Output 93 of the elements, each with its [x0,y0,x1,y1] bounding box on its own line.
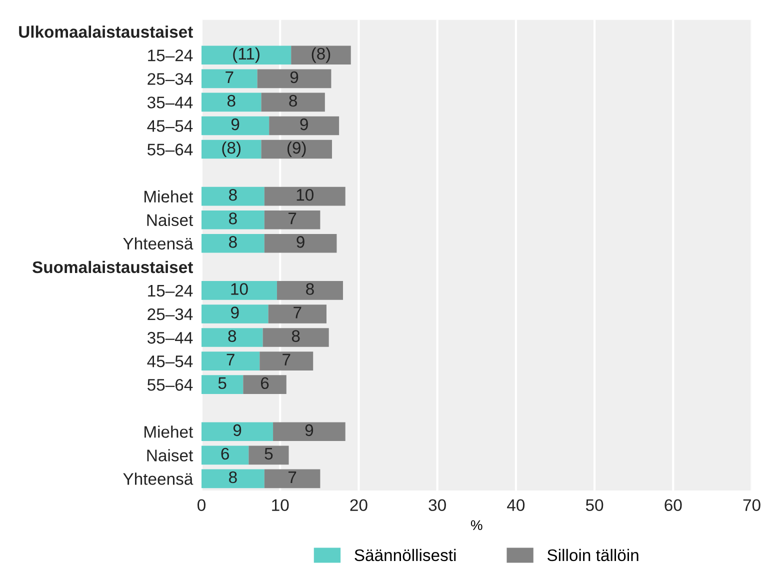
bar [260,352,314,370]
data-label: 5 [218,377,226,390]
data-label: (9) [287,141,306,158]
y-tick-label: Yhteensä [123,237,194,250]
y-tick-label: Miehet [144,190,194,203]
data-label: 7 [294,306,302,318]
bar [276,281,343,300]
data-label: 7 [288,472,296,483]
bar [202,116,270,136]
data-label: 7 [226,72,234,83]
y-tick-label: 55–64 [147,378,193,391]
x-tick-label: 20 [350,499,368,512]
data-label: 6 [221,448,229,460]
y-tick-label: Ulkomaalaistaustaiset [19,26,193,38]
legend-label: Säännöllisesti [354,548,456,562]
data-label: 9 [290,71,298,84]
bar [264,469,320,488]
y-tick-label: 45–54 [147,356,193,368]
data-label: 9 [296,236,304,248]
bar [202,422,274,442]
bar [291,46,351,65]
x-tick-label: 40 [507,499,525,512]
data-label: (8) [312,47,330,63]
bar [264,186,346,206]
bar [202,304,268,324]
data-label: 5 [264,448,273,460]
bar [202,140,262,159]
data-label: (11) [233,47,260,63]
y-tick-label: Naiset [147,214,194,226]
y-tick-label: 15–24 [148,50,193,62]
data-label: 8 [292,330,300,342]
bar [248,446,289,465]
data-label: 10 [296,188,314,201]
data-label: 9 [305,424,314,436]
data-label: 8 [227,94,236,107]
y-tick-label: 45–54 [147,120,193,132]
y-tick-label: Suomalaistaustaiset [32,260,193,274]
bar [264,210,320,230]
x-tick-label: 10 [272,499,289,512]
data-label: 8 [229,188,237,201]
x-tick-label: 50 [586,499,604,512]
data-label: 8 [229,212,237,224]
y-tick-label: 15–24 [148,284,193,297]
data-label: 9 [231,306,239,318]
data-label: 10 [231,283,248,295]
data-label: 8 [289,94,297,107]
bar [202,46,292,65]
y-tick-label: 25–34 [148,308,193,320]
bar [243,375,286,394]
data-label: 9 [233,424,242,436]
legend-label: Silloin tällöin [547,548,638,562]
data-label: 9 [231,118,240,130]
data-label: 8 [306,283,314,295]
data-label: 6 [260,377,269,390]
x-tick-label: 30 [428,499,446,512]
bar [268,304,326,324]
bar [269,116,340,136]
bar [264,234,337,253]
bar [202,352,260,370]
y-tick-label: 35–44 [147,96,193,108]
data-label: 7 [226,354,234,366]
x-tick-label: 0 [198,499,206,512]
data-label: 8 [228,330,236,342]
bar [202,234,264,253]
data-label: 8 [229,236,237,248]
bar [202,186,264,206]
bar [202,375,244,394]
bar [202,446,249,465]
y-tick-label: Naiset [147,449,194,462]
bar [202,92,262,112]
bar [202,281,277,300]
data-label: 7 [288,212,296,224]
y-tick-label: Miehet [144,426,194,438]
x-tick-label: 60 [664,499,682,512]
y-tick-label: Yhteensä [123,472,194,485]
y-tick-label: 55–64 [147,144,193,156]
bar [202,469,264,488]
bar [261,92,325,112]
bar [257,69,332,88]
data-label: 9 [300,118,308,130]
bar [262,328,329,347]
y-tick-label: 35–44 [147,332,193,344]
bar [202,210,264,230]
bar [202,328,263,347]
bar [273,422,346,442]
bar [202,69,258,88]
data-label: 7 [282,354,290,366]
y-tick-label: 25–34 [148,73,193,85]
data-label: (8) [222,141,241,158]
x-tick-label: 70 [743,499,760,512]
bar [261,140,332,159]
data-label: 8 [229,471,237,484]
x-axis-title: % [470,520,482,530]
